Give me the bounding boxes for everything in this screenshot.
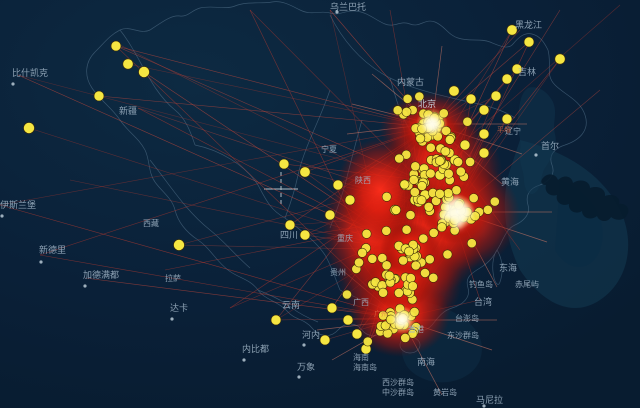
svg-text:黄岩岛: 黄岩岛: [433, 387, 457, 397]
svg-text:广州: 广州: [374, 309, 388, 318]
svg-text:台澎岛: 台澎岛: [455, 313, 479, 323]
svg-text:陕西: 陕西: [355, 175, 371, 185]
svg-text:新德里: 新德里: [39, 244, 66, 255]
svg-text:钓鱼岛: 钓鱼岛: [469, 279, 493, 289]
svg-text:吉林: 吉林: [518, 66, 536, 77]
svg-text:黑龙江: 黑龙江: [515, 19, 542, 30]
svg-text:南海: 南海: [417, 356, 435, 367]
svg-text:广西: 广西: [353, 297, 369, 307]
svg-text:加德满都: 加德满都: [83, 269, 119, 280]
svg-text:内蒙古: 内蒙古: [397, 76, 424, 87]
svg-text:马尼拉: 马尼拉: [476, 394, 503, 405]
svg-text:比什凯克: 比什凯克: [12, 67, 48, 78]
svg-text:平壤: 平壤: [497, 125, 511, 134]
svg-text:西藏: 西藏: [143, 218, 159, 228]
svg-text:台湾: 台湾: [474, 296, 492, 307]
svg-text:西沙群岛: 西沙群岛: [382, 377, 414, 387]
svg-text:东沙群岛: 东沙群岛: [447, 330, 479, 340]
svg-text:万象: 万象: [297, 361, 315, 372]
svg-text:香港: 香港: [408, 324, 424, 334]
svg-text:海南: 海南: [353, 352, 369, 362]
svg-text:东海: 东海: [499, 262, 517, 273]
svg-text:宁夏: 宁夏: [321, 144, 337, 154]
svg-text:赤尾屿: 赤尾屿: [515, 280, 539, 289]
svg-text:海南岛: 海南岛: [353, 362, 377, 372]
svg-text:乌兰巴托: 乌兰巴托: [330, 1, 366, 12]
svg-text:贵州: 贵州: [330, 267, 346, 277]
svg-text:重庆: 重庆: [337, 233, 353, 243]
svg-text:拉萨: 拉萨: [165, 273, 181, 283]
svg-text:黄海: 黄海: [501, 176, 519, 187]
svg-text:内比都: 内比都: [242, 343, 269, 354]
svg-text:新疆: 新疆: [119, 105, 137, 116]
svg-text:首尔: 首尔: [541, 140, 559, 151]
svg-text:云南: 云南: [282, 299, 300, 310]
svg-text:达卡: 达卡: [170, 302, 188, 313]
svg-text:四川: 四川: [280, 230, 298, 240]
svg-text:河内: 河内: [302, 329, 320, 340]
svg-text:伊斯兰堡: 伊斯兰堡: [0, 199, 36, 210]
svg-text:中沙群岛: 中沙群岛: [382, 387, 414, 397]
svg-text:北京: 北京: [418, 98, 436, 109]
